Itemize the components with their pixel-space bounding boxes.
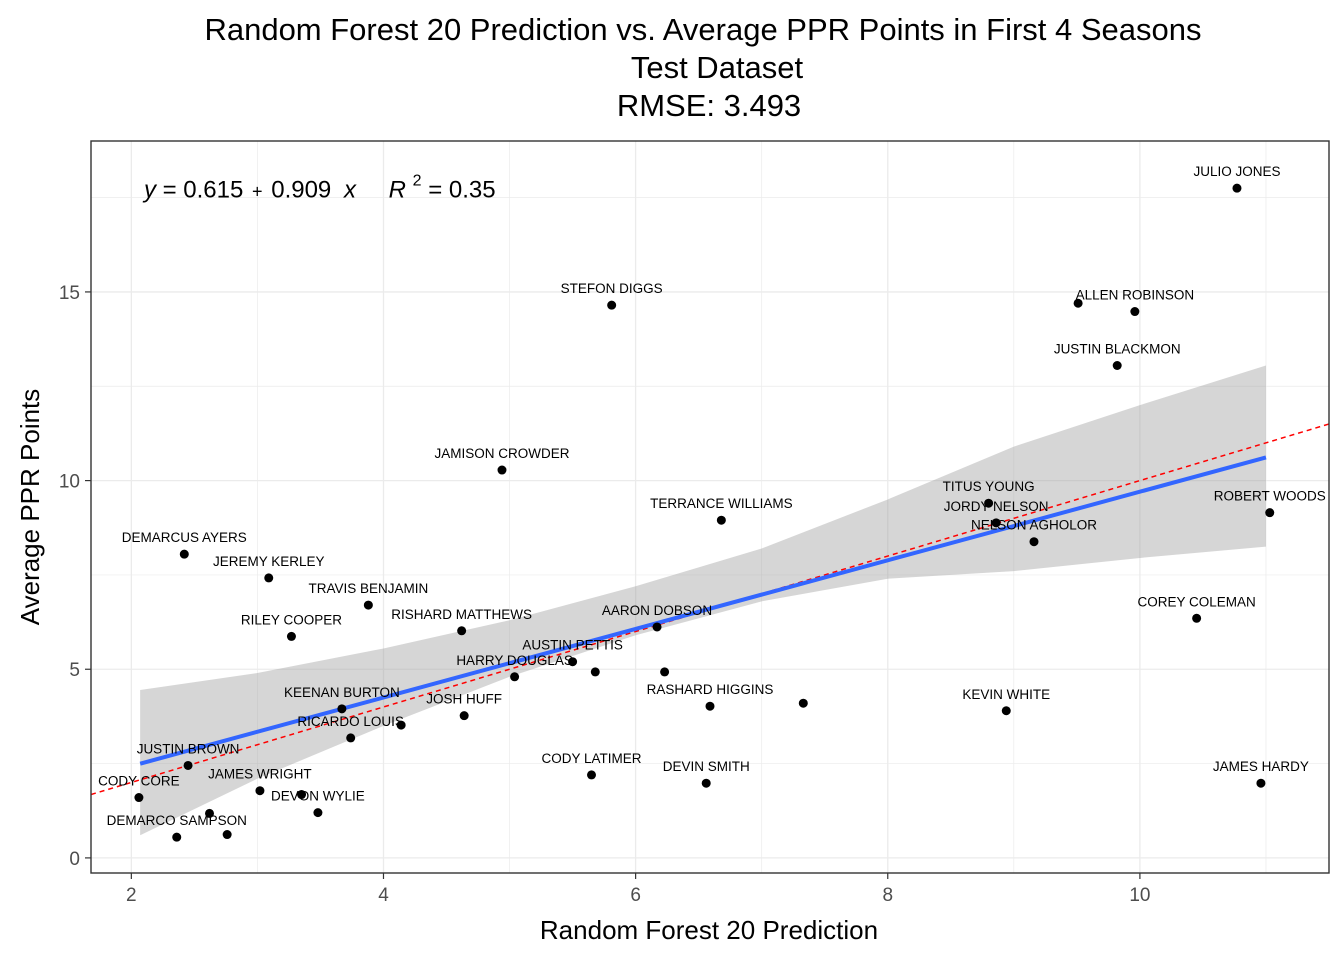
data-point [457,626,466,635]
point-label: JAMISON CROWDER [434,446,569,461]
y-axis: 0 5 10 15 [59,283,91,870]
point-label: RASHARD HIGGINS [647,682,774,697]
point-label: TERRANCE WILLIAMS [650,496,793,511]
data-point [799,699,808,708]
x-tick-label: 6 [630,885,641,906]
data-point [1002,706,1011,715]
point-label: CODY LATIMER [541,751,641,766]
eq-slope: 0.909 [271,177,331,204]
point-label: JULIO JONES [1193,164,1280,179]
point-label: AARON DOBSON [602,603,712,618]
data-point [1130,307,1139,316]
x-tick-label: 2 [126,885,137,906]
x-axis: 2 4 6 8 10 [126,873,1150,906]
data-point [706,702,715,711]
point-label: HARRY DOUGLAS [456,653,573,668]
data-point [1256,779,1265,788]
point-label: JAMES WRIGHT [208,767,312,782]
data-point [591,667,600,676]
point-label: STEFON DIGGS [561,281,663,296]
point-label: RISHARD MATTHEWS [391,607,532,622]
data-point [1192,614,1201,623]
data-point [1265,508,1274,517]
point-label: TITUS YOUNG [943,479,1035,494]
data-point [180,550,189,559]
point-label: JUSTIN BLACKMON [1054,342,1181,357]
data-point [497,466,506,475]
y-axis-title: Average PPR Points [15,389,45,626]
data-point [717,516,726,525]
data-point [313,808,322,817]
data-point [702,779,711,788]
eq-r-value: = 0.35 [428,177,495,204]
eq-x-var: x [343,177,357,204]
point-label: ALLEN ROBINSON [1076,288,1195,303]
data-point [1029,537,1038,546]
title-line-2: Test Dataset [631,50,804,85]
point-label: TRAVIS BENJAMIN [308,581,428,596]
data-point [337,704,346,713]
data-point [134,793,143,802]
point-label: ROBERT WOODS [1214,489,1326,504]
point-label: DEVON WYLIE [271,789,365,804]
eq-r-var: R [389,177,406,204]
title-line-1: Random Forest 20 Prediction vs. Average … [204,12,1201,47]
point-label: CODY CORE [98,774,180,789]
point-label: JOSH HUFF [426,692,502,707]
point-label: JORDY NELSON [944,499,1049,514]
data-point [364,601,373,610]
chart-title: Random Forest 20 Prediction vs. Average … [204,12,1201,123]
data-point [346,733,355,742]
point-label: RILEY COOPER [241,612,342,627]
data-point [287,632,296,641]
point-label: AUSTIN PETTIS [522,638,623,653]
title-line-3: RMSE: 3.493 [617,88,801,123]
data-point [510,672,519,681]
point-label: DEMARCUS AYERS [122,530,247,545]
y-tick-label: 5 [69,660,80,681]
point-label: RICARDO LOUIS [297,714,404,729]
eq-intercept: = 0.615 [163,177,244,204]
data-point [1232,184,1241,193]
data-point [660,667,669,676]
data-point [223,830,232,839]
x-tick-label: 4 [378,885,389,906]
data-point [172,833,181,842]
point-label: JUSTIN BROWN [137,741,240,756]
x-tick-label: 8 [882,885,893,906]
x-tick-label: 10 [1129,885,1150,906]
point-label: NELSON AGHOLOR [971,518,1097,533]
data-point [264,573,273,582]
data-point [255,786,264,795]
point-label: JAMES HARDY [1213,759,1309,774]
y-tick-label: 15 [59,283,80,304]
data-point [607,301,616,310]
eq-r-exponent: 2 [413,173,422,190]
point-label: JEREMY KERLEY [213,554,325,569]
data-point [587,770,596,779]
data-point [1113,361,1122,370]
y-tick-label: 10 [59,472,80,493]
data-point [460,711,469,720]
eq-y-var: y [142,177,158,204]
point-label: DEMARCO SAMPSON [107,813,247,828]
y-tick-label: 0 [69,849,80,870]
point-label: KEENAN BURTON [284,685,400,700]
point-label: DEVIN SMITH [663,759,750,774]
point-label: COREY COLEMAN [1137,594,1255,609]
point-label: KEVIN WHITE [962,687,1050,702]
data-point [184,761,193,770]
x-axis-title: Random Forest 20 Prediction [540,915,878,945]
eq-plus: + [252,182,263,202]
data-point [653,622,662,631]
